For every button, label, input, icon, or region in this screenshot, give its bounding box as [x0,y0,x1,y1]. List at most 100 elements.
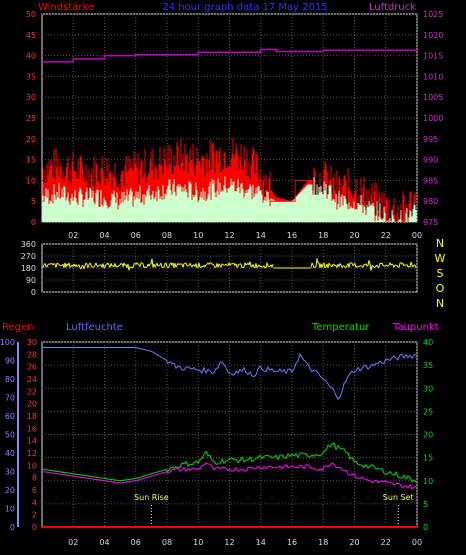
wind-direction-mark [87,264,90,268]
wind-direction-mark [85,262,88,265]
wind-direction-mark [89,262,92,266]
wind-direction-mark [165,262,168,267]
wind-direction-mark [212,263,215,266]
wind-direction-mark [91,266,94,268]
pressure-y-tick: 1000 [423,114,443,123]
temp-x-tick: 20 [349,538,359,547]
wind-direction-mark [379,262,382,265]
wind-direction-mark [271,264,274,268]
wind-x-tick: 08 [162,231,172,240]
rain-y-tick: 22 [27,387,37,396]
wind-x-tick: 18 [318,231,328,240]
pressure-y-tick: 1005 [423,93,443,102]
wind-y-tick: 50 [26,10,36,19]
wind-direction-mark [341,265,344,268]
temperature-y-tick: 20 [423,431,433,440]
wind-direction-mark [374,265,377,268]
wind-direction-mark [376,264,379,268]
wind-direction-mark [200,265,203,268]
humidity-y-tick: 50 [5,431,15,440]
humidity-y-tick: 10 [5,505,15,514]
pressure-y-tick: 1015 [423,52,443,61]
wind-direction-mark [267,265,270,268]
wind-y-tick: 35 [26,72,36,81]
wind-direction-mark [255,263,258,268]
wind-direction-mark [260,265,263,268]
wind-direction-mark [118,264,121,266]
wind-x-tick: 10 [193,231,203,240]
humidity-y-tick: 80 [5,375,15,384]
wind-direction-mark [331,264,334,268]
wind-direction-mark [139,262,142,267]
wind-direction-mark [372,265,375,268]
compass-label: N [436,237,444,250]
wind-direction-mark [103,266,106,269]
wind-direction-mark [46,264,49,268]
temp-x-tick: 18 [318,538,328,547]
temperature-y-tick: 25 [423,407,433,416]
temperature-humidity-panel: 0510152025303540010203040506070809010002… [0,338,433,547]
wind-direction-mark [148,263,151,267]
wind-direction-mark [356,265,359,268]
wind-direction-mark [191,264,194,268]
wind-direction-mark [56,262,59,265]
wind-direction-mark [410,261,413,266]
direction-y-tick: 0 [31,288,36,297]
chart-date-title: 24 hour graph data 17 May 2015 [162,2,327,13]
wind-direction-mark [210,262,213,265]
wind-direction-mark [137,263,140,266]
wind-x-tick: 12 [224,231,234,240]
wind-direction-mark [178,263,181,266]
rain-label: Regen [2,322,34,333]
temp-x-tick: 02 [68,538,78,547]
wind-flat-line [270,179,313,202]
wind-direction-mark [83,265,86,270]
wind-direction-mark [93,265,96,268]
sun-marker-label: Sun Set [383,493,414,502]
wind-y-tick: 25 [26,114,36,123]
wind-direction-mark [266,262,269,267]
wind-direction-mark [354,263,357,268]
wind-direction-mark [324,266,327,269]
wind-direction-mark [366,265,369,267]
wind-y-tick: 5 [31,197,36,206]
temp-x-tick: 00 [412,538,422,547]
direction-y-tick: 270 [21,252,36,261]
wind-direction-mark [183,262,186,265]
wind-direction-mark [195,263,198,269]
wind-y-tick: 30 [26,93,36,102]
wind-direction-mark [328,262,331,266]
wind-direction-mark [371,264,374,267]
humidity-y-tick: 90 [5,357,15,366]
wind-direction-mark [316,258,319,263]
wind-direction-mark [128,266,131,271]
wind-direction-mark [129,266,132,268]
temperature-y-tick: 35 [423,361,433,370]
wind-y-tick: 20 [26,135,36,144]
rain-y-tick: 4 [32,498,37,507]
temperature-y-tick: 5 [423,500,428,509]
wind-direction-mark [132,264,135,269]
wind-direction-mark [240,263,243,268]
humidity-y-tick: 20 [5,486,15,495]
wind-direction-mark [57,263,60,266]
wind-direction-mark [156,263,159,267]
wind-direction-mark [144,266,147,268]
wind-direction-mark [385,264,388,267]
temperature-y-tick: 0 [423,523,428,532]
wind-direction-mark [222,264,225,266]
rain-y-tick: 2 [32,511,37,520]
direction-y-tick: 90 [26,276,36,285]
wind-direction-mark [237,263,240,267]
temp-x-tick: 22 [381,538,391,547]
wind-y-tick: 0 [31,218,36,227]
rain-y-tick: 6 [32,486,37,495]
wind-direction-mark [114,263,117,268]
compass-label: N [436,297,444,310]
wind-direction-mark [311,262,314,266]
wind-y-tick: 45 [26,31,36,40]
wind-direction-mark [115,265,118,268]
wind-direction-mark [142,263,145,268]
